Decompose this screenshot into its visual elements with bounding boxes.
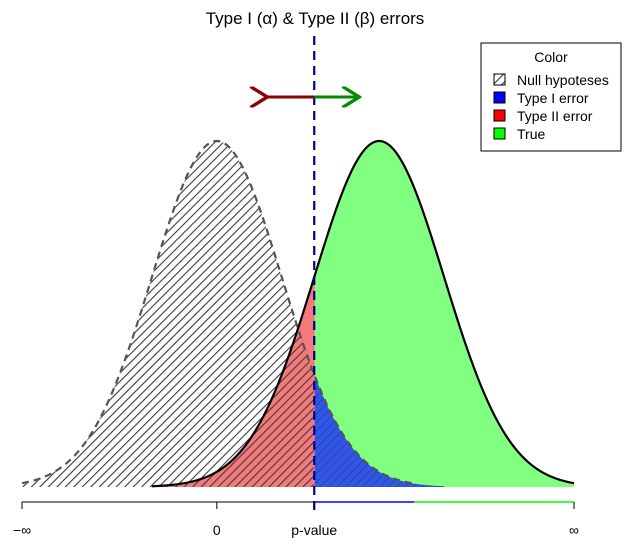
true-area [314,141,574,487]
x-tick-label-2: p-value [291,522,337,538]
plot-areas [22,141,574,487]
null-hypothesis-area [22,141,315,487]
legend-title: Color [534,49,568,65]
legend-label-null: Null hypoteses [517,72,609,88]
alternative-distribution-curve [151,139,575,488]
x-axis: −∞ 0 p-value ∞ [13,501,579,538]
legend-swatch-type1 [493,91,506,104]
legend-swatch-type2 [493,109,506,122]
null-distribution-curve [21,139,412,485]
x-tick-label-1: 0 [213,522,221,538]
x-tick-label-0: −∞ [13,522,31,538]
legend-label-true: True [517,126,545,142]
legend-swatch-null [493,73,506,86]
legend-swatch-true [493,127,506,140]
chart-title: Type I (α) & Type II (β) errors [206,9,425,28]
legend: Color Null hypoteses Type I error Type I… [480,42,622,152]
legend-label-type1: Type I error [517,90,589,106]
x-tick-label-3: ∞ [569,522,579,538]
legend-label-type2: Type II error [517,108,593,124]
null-hypothesis-tail [314,374,445,487]
